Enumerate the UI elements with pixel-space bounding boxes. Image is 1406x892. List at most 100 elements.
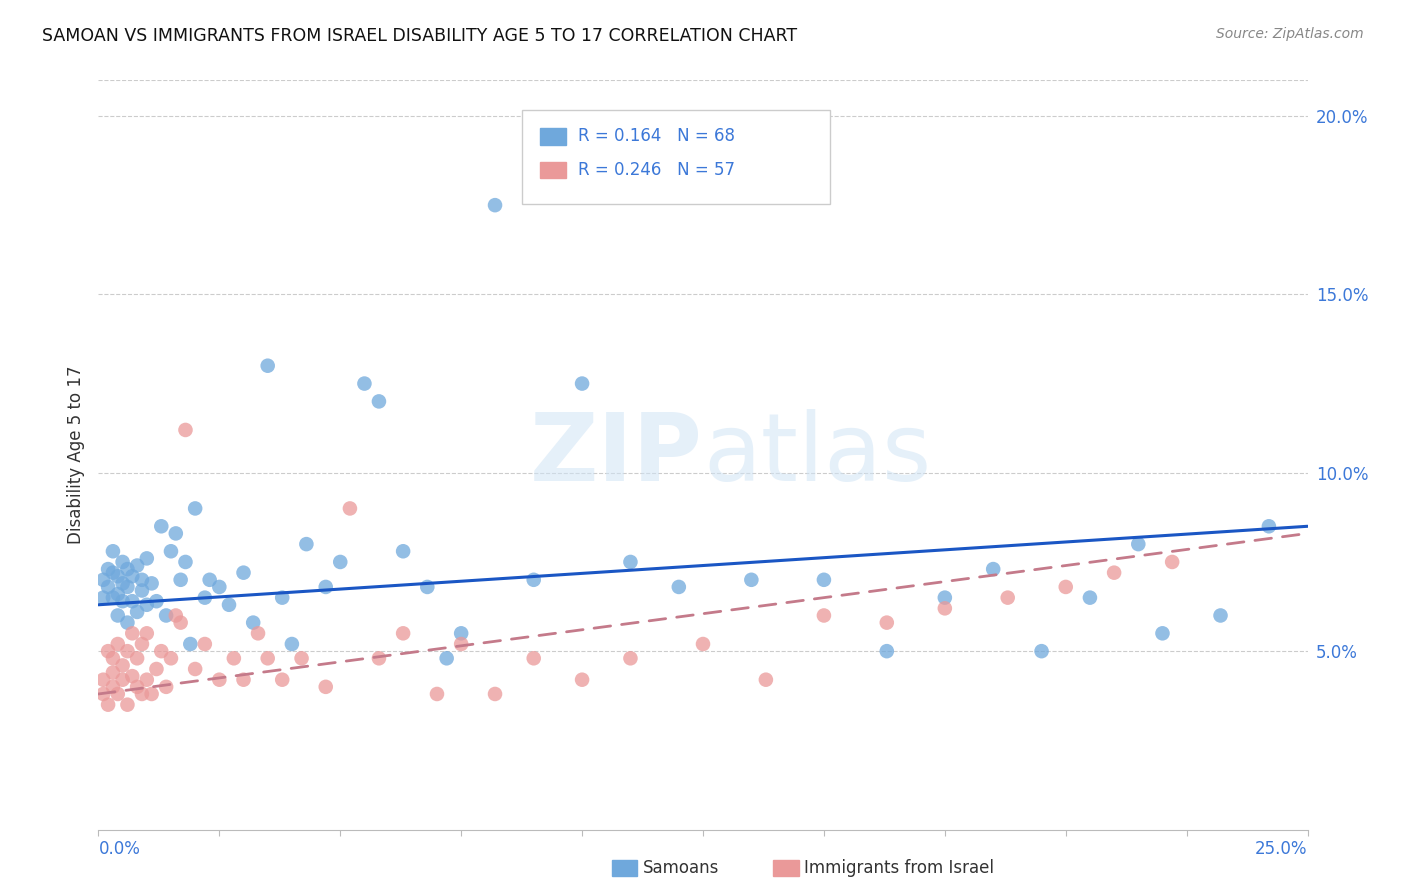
Point — [101, 651, 124, 665]
Point — [135, 598, 157, 612]
Point — [97, 644, 120, 658]
Point — [117, 698, 139, 712]
Point — [131, 573, 153, 587]
Point — [934, 601, 956, 615]
Point — [329, 555, 352, 569]
Point — [117, 562, 139, 576]
Point — [1031, 644, 1053, 658]
Point — [194, 637, 217, 651]
Point — [368, 651, 391, 665]
Point — [256, 359, 278, 373]
Point — [256, 651, 278, 665]
Point — [101, 544, 124, 558]
Point — [232, 673, 254, 687]
Point — [755, 673, 778, 687]
Point — [295, 537, 318, 551]
Point — [101, 665, 124, 680]
Point — [315, 580, 337, 594]
Point — [121, 594, 143, 608]
Point — [150, 519, 173, 533]
Point — [160, 544, 183, 558]
Point — [91, 573, 114, 587]
Point — [135, 673, 157, 687]
Point — [1128, 537, 1150, 551]
Point — [111, 658, 134, 673]
Point — [1209, 608, 1232, 623]
Point — [392, 626, 415, 640]
Point — [1054, 580, 1077, 594]
Point — [619, 651, 641, 665]
Point — [174, 423, 197, 437]
Point — [436, 651, 458, 665]
Point — [127, 558, 149, 573]
Point — [135, 626, 157, 640]
Point — [876, 644, 898, 658]
Point — [127, 605, 149, 619]
Point — [174, 555, 197, 569]
Point — [208, 580, 231, 594]
Text: 0.0%: 0.0% — [98, 840, 141, 858]
Point — [131, 687, 153, 701]
Point — [91, 673, 114, 687]
Point — [315, 680, 337, 694]
Point — [271, 591, 294, 605]
Point — [107, 687, 129, 701]
FancyBboxPatch shape — [540, 162, 567, 178]
Point — [169, 615, 191, 630]
Point — [450, 637, 472, 651]
Point — [127, 680, 149, 694]
Point — [813, 608, 835, 623]
Point — [111, 673, 134, 687]
Point — [290, 651, 312, 665]
Point — [91, 591, 114, 605]
Point — [135, 551, 157, 566]
Point — [208, 673, 231, 687]
Point — [392, 544, 415, 558]
Point — [101, 566, 124, 580]
Point — [155, 608, 177, 623]
Point — [117, 580, 139, 594]
Point — [121, 569, 143, 583]
Point — [155, 680, 177, 694]
Point — [198, 573, 221, 587]
Point — [121, 669, 143, 683]
Point — [165, 526, 187, 541]
Text: Source: ZipAtlas.com: Source: ZipAtlas.com — [1216, 27, 1364, 41]
Point — [1257, 519, 1279, 533]
Point — [117, 615, 139, 630]
Point — [141, 576, 163, 591]
Point — [484, 687, 506, 701]
Point — [416, 580, 439, 594]
Point — [91, 687, 114, 701]
Point — [97, 580, 120, 594]
Point — [222, 651, 245, 665]
Point — [160, 651, 183, 665]
Point — [981, 562, 1004, 576]
Point — [232, 566, 254, 580]
Point — [184, 501, 207, 516]
Text: SAMOAN VS IMMIGRANTS FROM ISRAEL DISABILITY AGE 5 TO 17 CORRELATION CHART: SAMOAN VS IMMIGRANTS FROM ISRAEL DISABIL… — [42, 27, 797, 45]
Point — [339, 501, 361, 516]
Point — [668, 580, 690, 594]
Text: R = 0.164   N = 68: R = 0.164 N = 68 — [578, 128, 735, 145]
Point — [247, 626, 270, 640]
Point — [523, 651, 546, 665]
Point — [111, 555, 134, 569]
Point — [121, 626, 143, 640]
Point — [271, 673, 294, 687]
Point — [111, 594, 134, 608]
Text: 25.0%: 25.0% — [1256, 840, 1308, 858]
Point — [101, 591, 124, 605]
Point — [150, 644, 173, 658]
Point — [281, 637, 304, 651]
Point — [353, 376, 375, 391]
Point — [740, 573, 762, 587]
Point — [107, 569, 129, 583]
Point — [571, 673, 593, 687]
FancyBboxPatch shape — [522, 111, 830, 204]
Point — [141, 687, 163, 701]
Text: Immigrants from Israel: Immigrants from Israel — [804, 859, 994, 877]
Point — [145, 662, 167, 676]
Point — [97, 698, 120, 712]
Point — [179, 637, 201, 651]
